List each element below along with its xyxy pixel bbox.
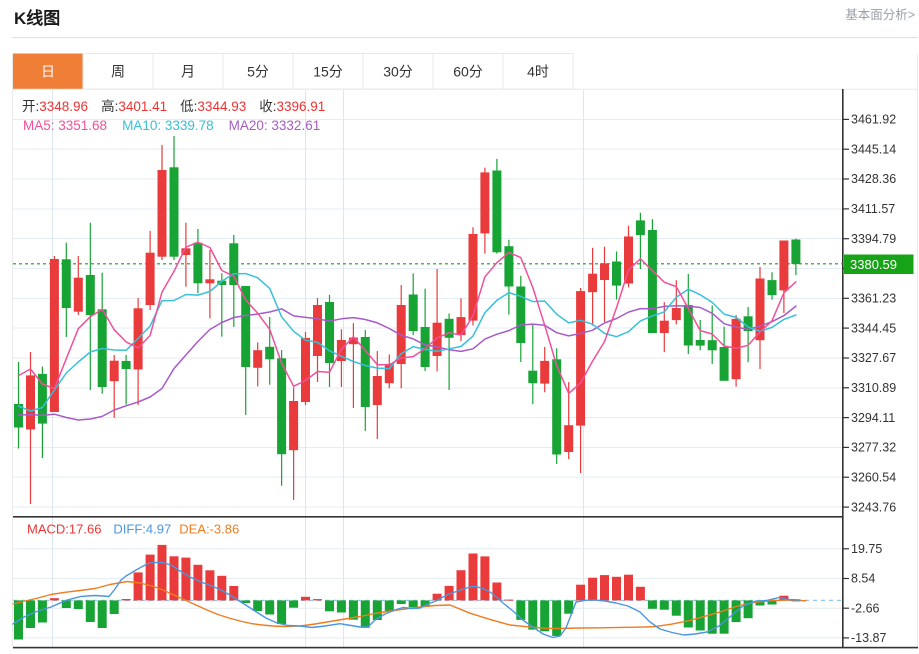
svg-text:15分: 15分	[313, 64, 343, 80]
svg-text:3344.45: 3344.45	[851, 321, 896, 335]
svg-text:日: 日	[41, 64, 55, 80]
svg-text:3243.76: 3243.76	[851, 500, 896, 514]
svg-text:3445.14: 3445.14	[851, 142, 896, 156]
svg-text:3428.36: 3428.36	[851, 172, 896, 186]
svg-text:K线图: K线图	[14, 8, 60, 28]
svg-text:8.54: 8.54	[851, 572, 875, 586]
svg-text:开:3348.96高:3401.41低:3344.93收:3: 开:3348.96 高:3401.41 低:3344.93 收:3396.91	[22, 98, 325, 114]
svg-text:4时: 4时	[527, 64, 549, 80]
svg-text:3260.54: 3260.54	[851, 470, 896, 484]
svg-text:60分: 60分	[453, 64, 483, 80]
svg-text:3277.32: 3277.32	[851, 441, 896, 455]
svg-text:-13.87: -13.87	[851, 631, 886, 645]
svg-text:3361.23: 3361.23	[851, 292, 896, 306]
svg-text:月: 月	[181, 64, 195, 80]
svg-text:基本面分析>: 基本面分析>	[845, 8, 915, 22]
svg-text:30分: 30分	[383, 64, 413, 80]
svg-text:5分: 5分	[247, 64, 269, 80]
svg-text:3461.92: 3461.92	[851, 113, 896, 127]
svg-text:3310.89: 3310.89	[851, 381, 896, 395]
svg-text:3394.79: 3394.79	[851, 232, 896, 246]
svg-text:周: 周	[111, 64, 125, 80]
svg-text:19.75: 19.75	[851, 542, 882, 556]
svg-text:3294.11: 3294.11	[851, 411, 895, 425]
svg-text:-2.66: -2.66	[851, 601, 880, 615]
svg-text:3411.57: 3411.57	[851, 202, 895, 216]
svg-text:3327.67: 3327.67	[851, 351, 896, 365]
svg-text:3380.59: 3380.59	[850, 257, 897, 272]
